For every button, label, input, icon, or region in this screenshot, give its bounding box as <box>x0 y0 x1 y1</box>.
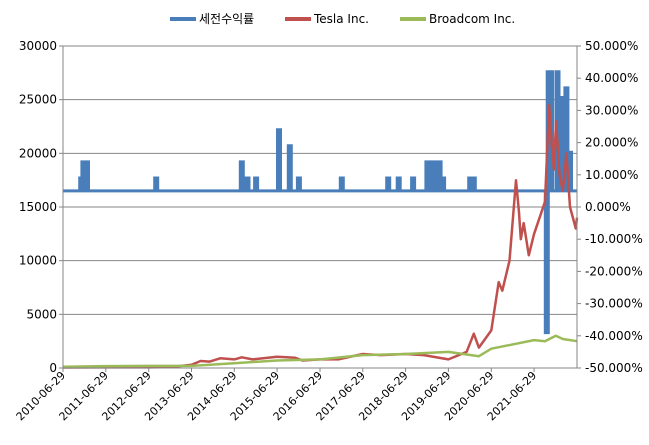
y-right-tick-label: 10.000% <box>585 168 638 182</box>
y-left-tick-label: 5000 <box>26 307 57 321</box>
y-left-tick-label: 25000 <box>19 93 57 107</box>
legend-label: Tesla Inc. <box>313 12 369 26</box>
y-right-tick-label: -40.000% <box>585 329 643 343</box>
y-right-tick-label: 50.000% <box>585 39 638 53</box>
y-left-tick-label: 30000 <box>19 39 57 53</box>
series-line-pretax-return <box>63 70 577 335</box>
series-layer <box>62 70 579 369</box>
y-right-tick-label: 40.000% <box>585 71 638 85</box>
y-right-tick-label: -20.000% <box>585 264 643 278</box>
y-left-tick-label: 10000 <box>19 254 57 268</box>
legend: 세전수익률 Tesla Inc. Broadcom Inc. <box>170 12 515 26</box>
y-right-tick-label: 0.000% <box>585 200 631 214</box>
y-left-tick-label: 0 <box>49 361 57 375</box>
series-line-tesla-inc <box>62 103 579 369</box>
series-line-broadcom-inc <box>62 334 578 368</box>
legend-label: 세전수익률 <box>199 12 254 26</box>
y-right-tick-label: -10.000% <box>585 232 643 246</box>
y-right-tick-label: -50.000% <box>585 361 643 375</box>
y-right-tick-label: 30.000% <box>585 103 638 117</box>
legend-label: Broadcom Inc. <box>429 12 515 26</box>
grid-lines <box>63 45 577 369</box>
y-right-tick-label: 20.000% <box>585 136 638 150</box>
y-left-tick-label: 15000 <box>19 200 57 214</box>
y-left-tick-label: 20000 <box>19 146 57 160</box>
y-right-tick-label: -30.000% <box>585 297 643 311</box>
